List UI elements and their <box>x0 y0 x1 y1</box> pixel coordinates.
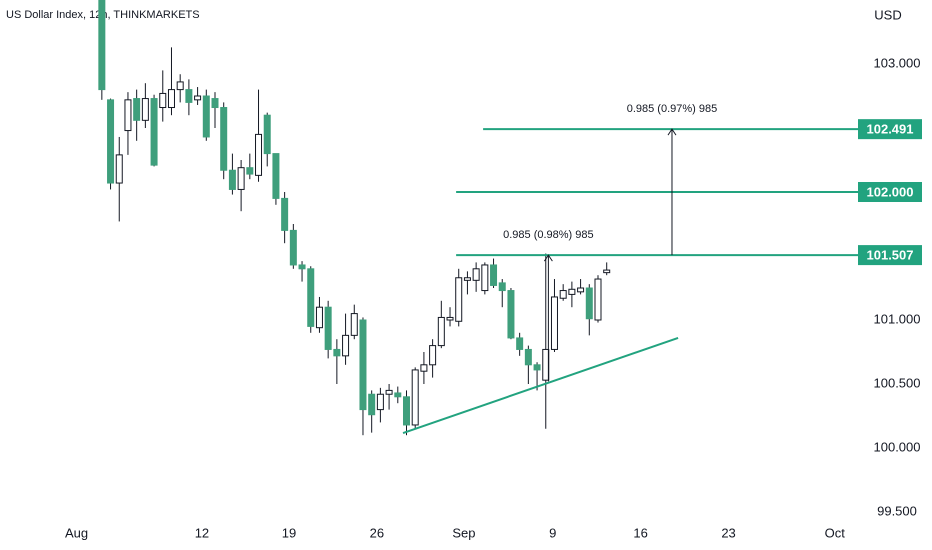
candle-body <box>533 364 541 371</box>
candle-body <box>368 393 376 416</box>
measure-label: 0.985 (0.98%) 985 <box>503 229 594 241</box>
x-tick-label: Oct <box>825 525 846 540</box>
candle-body <box>524 348 532 366</box>
x-tick-label: 19 <box>282 525 296 540</box>
candle-body <box>463 277 471 281</box>
candle-body <box>437 316 445 347</box>
candle-body <box>202 95 210 138</box>
candle-body <box>289 229 297 266</box>
candle-body <box>159 92 167 109</box>
candle-body <box>542 348 550 381</box>
level-price-box <box>858 182 922 202</box>
candle-body <box>394 392 402 398</box>
candle-body <box>603 269 611 274</box>
candle-body <box>324 306 332 350</box>
candle-body <box>115 154 123 184</box>
candle-body <box>194 95 202 101</box>
candle-body <box>98 0 106 91</box>
candle-body <box>255 133 263 176</box>
candle-body <box>307 268 315 327</box>
candle-body <box>246 167 254 175</box>
trend-line <box>402 336 679 434</box>
x-tick-label: 26 <box>370 525 384 540</box>
candle-body <box>585 287 593 320</box>
x-tick-label: 23 <box>721 525 735 540</box>
y-tick-label: 100.000 <box>874 439 921 454</box>
candle-body <box>107 99 115 184</box>
candle-body <box>185 89 193 103</box>
level-price-label: 102.000 <box>867 184 914 199</box>
currency-label: USD <box>874 7 901 22</box>
measure-label: 0.985 (0.97%) 985 <box>627 103 718 115</box>
candle-body <box>411 369 419 426</box>
candle-body <box>167 89 175 109</box>
candle-body <box>481 264 489 292</box>
candle-body <box>516 337 524 350</box>
measure-arrowhead <box>667 128 677 136</box>
candle-body <box>420 364 428 372</box>
candle-body <box>133 98 141 121</box>
candle-body <box>498 282 506 292</box>
level-price-box <box>858 245 922 266</box>
candle-body <box>333 348 341 357</box>
level-price-label: 102.491 <box>867 122 914 137</box>
candle-body <box>272 153 280 199</box>
y-tick-label: 99.500 <box>877 503 917 518</box>
candle-body <box>350 313 358 336</box>
candle-body <box>298 264 306 270</box>
candle-body <box>446 316 454 321</box>
y-tick-label: 103.000 <box>874 55 921 70</box>
candle-body <box>176 81 184 91</box>
level-price-box <box>858 119 922 140</box>
x-tick-label: 16 <box>633 525 647 540</box>
x-tick-label: 12 <box>195 525 209 540</box>
candle-body <box>315 306 323 329</box>
candle-body <box>507 290 515 339</box>
candle-body <box>402 396 410 426</box>
measure-arrowhead <box>543 254 553 262</box>
candle-body <box>220 107 228 171</box>
candle-body <box>559 290 567 299</box>
candle-body <box>141 98 149 121</box>
candle-body <box>429 345 437 366</box>
candle-body <box>211 98 219 109</box>
candle-body <box>228 169 236 190</box>
x-tick-label: 9 <box>549 525 556 540</box>
candle-body <box>472 268 480 281</box>
candle-body <box>594 278 602 321</box>
x-tick-label: Sep <box>452 525 475 540</box>
candle-body <box>550 296 558 350</box>
x-tick-label: Aug <box>65 525 88 540</box>
candle-body <box>577 287 585 293</box>
y-tick-label: 100.500 <box>874 375 921 390</box>
candle-body <box>237 167 245 190</box>
candle-body <box>124 99 132 132</box>
candle-body <box>263 114 271 155</box>
candle-body <box>281 197 289 231</box>
candle-body <box>455 277 463 322</box>
candle-body <box>568 288 576 295</box>
candle-body <box>342 334 350 357</box>
candle-body <box>385 389 393 395</box>
candle-body <box>376 393 384 411</box>
candle-body <box>359 319 367 411</box>
candle-body <box>490 264 498 286</box>
level-price-label: 101.507 <box>867 248 914 263</box>
candle-body <box>150 98 158 166</box>
y-tick-label: 101.000 <box>874 311 921 326</box>
